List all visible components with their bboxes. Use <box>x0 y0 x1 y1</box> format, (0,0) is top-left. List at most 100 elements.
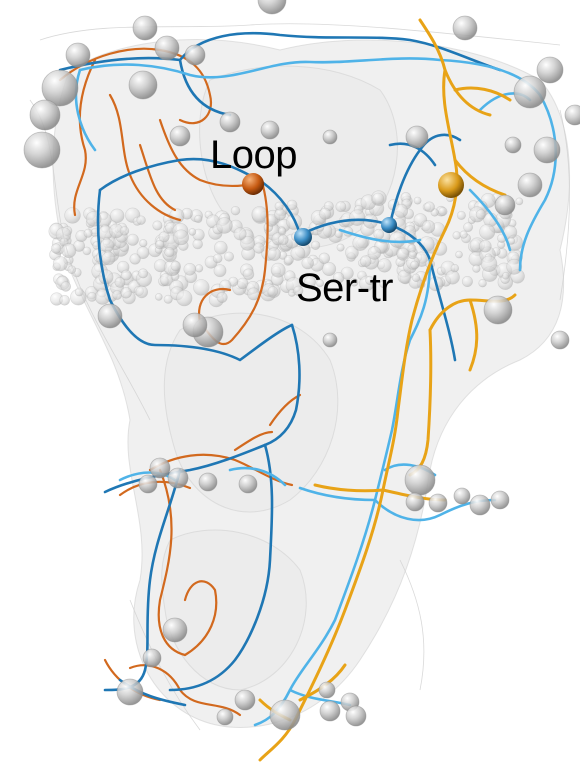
membrane-sphere <box>394 203 409 218</box>
membrane-sphere <box>164 247 175 258</box>
membrane-sphere <box>408 250 417 260</box>
gold-marker <box>438 172 464 198</box>
residue-sphere <box>533 136 561 164</box>
loop-marker <box>242 173 264 195</box>
membrane-sphere <box>163 294 173 304</box>
residue-sphere <box>184 44 206 66</box>
membrane-sphere <box>389 231 406 248</box>
membrane-sphere <box>224 251 235 262</box>
residue-sphere <box>128 70 158 100</box>
residue-sphere <box>41 69 79 107</box>
residue-sphere <box>260 120 280 140</box>
residue-sphere <box>29 99 61 131</box>
membrane-sphere <box>64 207 81 224</box>
membrane-sphere <box>155 240 165 250</box>
membrane-sphere <box>421 220 436 234</box>
membrane-sphere <box>365 275 375 286</box>
membrane-sphere <box>456 210 466 220</box>
residue-sphere <box>149 457 171 479</box>
membrane-sphere <box>445 270 460 285</box>
membrane-sphere <box>82 246 92 256</box>
membrane-sphere <box>120 287 132 299</box>
residue-sphere <box>452 15 478 41</box>
ser-tr-marker-right <box>381 217 397 233</box>
membrane-sphere <box>304 276 316 288</box>
membrane-sphere <box>214 240 228 255</box>
residue-sphere <box>234 689 256 711</box>
residue-sphere <box>513 75 547 109</box>
membrane-sphere <box>461 275 473 287</box>
membrane-sphere <box>379 280 388 288</box>
membrane-sphere <box>212 253 223 264</box>
residue-sphere <box>65 42 91 68</box>
membrane-sphere <box>278 227 287 236</box>
pathway-dark-blue <box>58 32 502 707</box>
residue-sphere <box>167 467 189 489</box>
membrane-sphere <box>349 209 366 226</box>
membrane-sphere <box>195 264 204 273</box>
membrane-sphere <box>267 247 282 261</box>
membrane-sphere <box>230 206 241 216</box>
residue-sphere <box>322 129 338 145</box>
membrane-sphere <box>283 254 294 265</box>
residue-sphere <box>405 125 429 149</box>
membrane-sphere <box>139 239 148 248</box>
residue-sphere <box>319 700 341 722</box>
membrane-sphere <box>194 214 203 224</box>
membrane-sphere <box>129 253 141 265</box>
residue-sphere <box>405 492 425 512</box>
membrane-sphere <box>450 264 459 273</box>
residue-sphere <box>132 15 158 41</box>
residue-sphere <box>198 472 218 492</box>
membrane-sphere <box>50 243 62 254</box>
membrane-sphere <box>438 206 448 217</box>
membrane-sphere <box>319 207 332 220</box>
membrane-sphere <box>119 226 130 236</box>
membrane-sphere <box>100 238 115 253</box>
membrane-sphere <box>213 264 227 278</box>
membrane-sphere <box>506 258 523 275</box>
membrane-sphere <box>242 268 255 280</box>
residue-spheres <box>23 0 580 731</box>
residue-sphere <box>97 303 123 329</box>
membrane-sphere <box>126 233 139 246</box>
residue-sphere <box>536 56 564 84</box>
membrane-sphere <box>188 228 197 236</box>
membrane-sphere <box>311 240 321 250</box>
membrane-sphere <box>515 197 524 206</box>
residue-sphere <box>483 295 513 325</box>
membrane-sphere <box>193 279 210 296</box>
membrane-sphere <box>322 261 337 276</box>
marker-group <box>242 172 464 246</box>
membrane-sphere <box>301 256 314 270</box>
pathway-light-blue <box>74 57 557 727</box>
residue-sphere <box>404 464 436 496</box>
membrane-sphere <box>336 243 345 252</box>
membrane-sphere <box>290 245 306 261</box>
membrane-sphere <box>59 294 70 306</box>
membrane-sphere <box>112 290 123 300</box>
membrane-sphere <box>463 222 473 233</box>
membrane-sphere <box>101 251 116 266</box>
membrane-sphere <box>109 208 125 224</box>
membrane-sphere <box>478 239 492 253</box>
membrane-sphere <box>316 279 324 288</box>
membrane-sphere <box>501 271 510 280</box>
ser-tr-marker-left <box>294 228 312 246</box>
membrane-sphere <box>359 255 372 268</box>
membrane-sphere <box>411 273 421 282</box>
membrane-sphere <box>475 209 487 220</box>
membrane-sphere <box>472 264 481 273</box>
membrane-sphere <box>410 260 419 270</box>
residue-sphere <box>490 490 510 510</box>
residue-sphere <box>238 474 258 494</box>
membrane-sphere <box>169 208 185 224</box>
residue-sphere <box>428 493 448 513</box>
membrane-sphere-band <box>48 190 525 308</box>
membrane-sphere <box>120 269 132 281</box>
residue-sphere <box>169 125 191 147</box>
residue-sphere <box>504 136 522 154</box>
residue-sphere <box>154 35 180 61</box>
